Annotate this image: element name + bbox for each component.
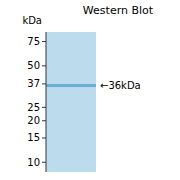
y-tick bbox=[42, 107, 46, 108]
y-tick-label: 25 bbox=[27, 102, 40, 113]
y-tick bbox=[42, 162, 46, 163]
y-tick bbox=[42, 120, 46, 121]
y-tick-label: 37 bbox=[27, 78, 40, 89]
y-tick bbox=[42, 65, 46, 66]
y-tick-label: 20 bbox=[27, 115, 40, 126]
y-tick-label: 50 bbox=[27, 60, 40, 71]
lane bbox=[46, 32, 96, 172]
y-tick-label: 75 bbox=[27, 36, 40, 47]
y-tick-label: 10 bbox=[27, 157, 40, 168]
y-tick-label: 15 bbox=[27, 132, 40, 143]
y-axis-label: kDa bbox=[22, 15, 42, 26]
y-tick bbox=[42, 137, 46, 138]
annotation: ←36kDa bbox=[100, 80, 141, 91]
chart-container: 10 15 20 25 37 50 75 kDa Western Blot ←36kDa bbox=[0, 0, 180, 180]
chart-svg: 10 15 20 25 37 50 75 kDa Western Blot ←36kDa bbox=[0, 0, 180, 180]
band bbox=[46, 84, 96, 87]
y-tick bbox=[42, 83, 46, 84]
plot-area bbox=[46, 32, 96, 172]
y-axis-line bbox=[46, 32, 47, 172]
title: Western Blot bbox=[83, 4, 154, 17]
y-tick bbox=[42, 41, 46, 42]
